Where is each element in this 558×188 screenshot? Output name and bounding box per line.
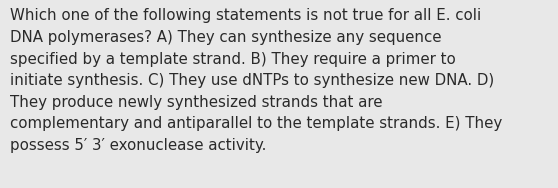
Text: Which one of the following statements is not true for all E. coli
DNA polymerase: Which one of the following statements is… bbox=[10, 8, 502, 153]
